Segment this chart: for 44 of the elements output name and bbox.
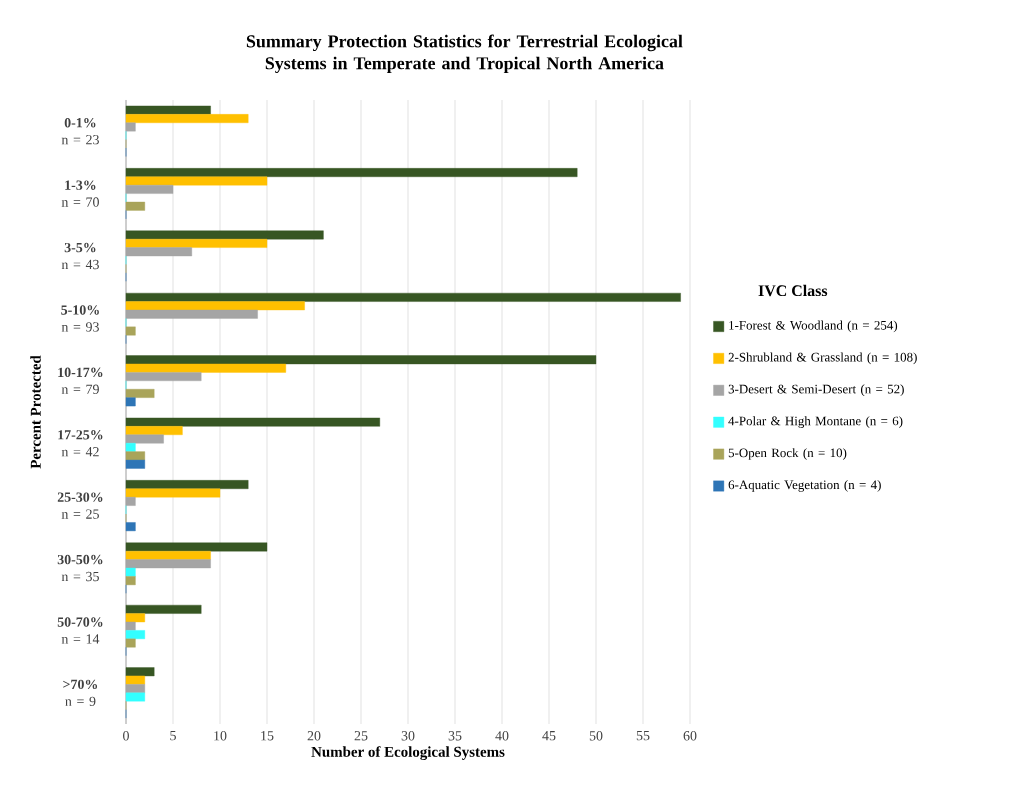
bar (125, 667, 155, 677)
bar (125, 630, 145, 640)
bar (125, 621, 136, 631)
bar (125, 230, 324, 240)
bar (125, 363, 286, 373)
bar (125, 559, 211, 569)
bar (125, 238, 268, 248)
bar (125, 168, 578, 177)
bar (125, 496, 136, 506)
bar (125, 372, 202, 381)
bar (125, 426, 183, 435)
bar (125, 326, 136, 336)
bar (125, 105, 211, 115)
bar (125, 301, 305, 311)
bar (125, 567, 136, 577)
bar (125, 176, 268, 186)
bar (125, 201, 145, 211)
bar (125, 443, 136, 452)
bar (125, 542, 268, 552)
bar (125, 122, 136, 132)
bar (125, 114, 249, 123)
bar (125, 434, 164, 444)
bar (125, 459, 145, 469)
bar (125, 550, 211, 560)
chart-title: Summary Protection Statistics for Terrestrial Ecological Systems in Temperate and Tropical North America (246, 34, 683, 73)
bar (125, 675, 145, 685)
bar (125, 397, 136, 407)
bar (125, 613, 145, 623)
bar (125, 247, 192, 257)
bar (125, 638, 136, 648)
bar (125, 522, 136, 532)
bar (125, 684, 145, 693)
bar (125, 604, 202, 614)
bar (125, 488, 221, 498)
bar (125, 292, 681, 302)
bar (125, 576, 136, 586)
bar (125, 417, 380, 427)
bar (125, 184, 174, 194)
bar (125, 355, 597, 365)
bar (125, 451, 145, 461)
bar (125, 309, 258, 319)
bar (125, 480, 249, 489)
bar (125, 389, 155, 398)
bar (125, 692, 145, 702)
